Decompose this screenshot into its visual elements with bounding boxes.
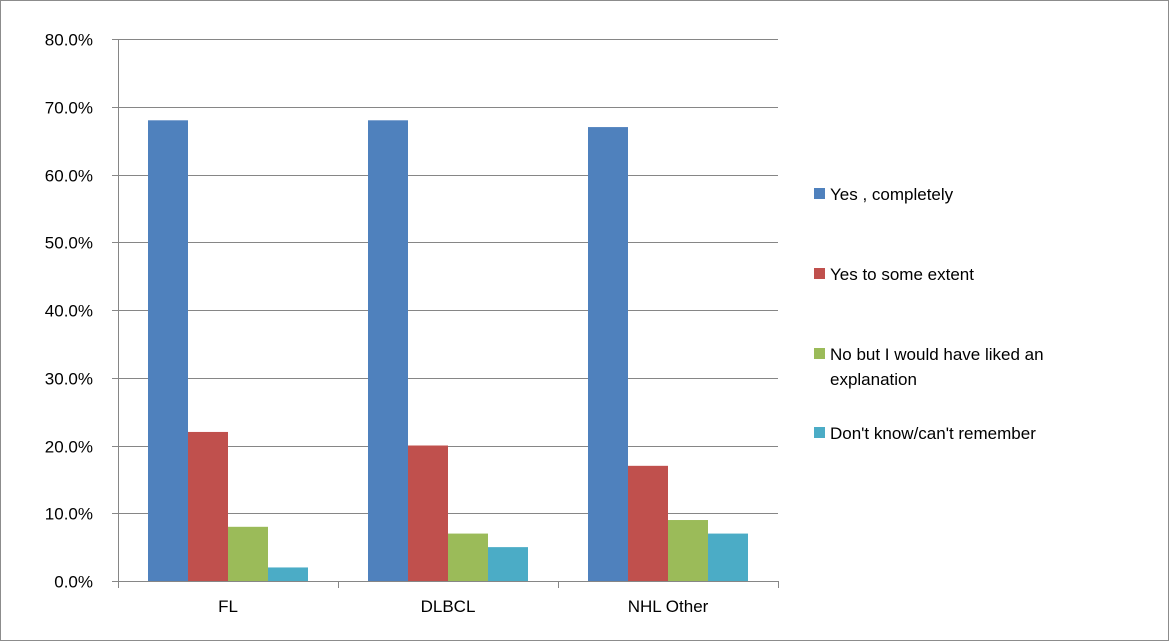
legend-swatch — [814, 348, 825, 359]
legend-label: Yes to some extent — [830, 265, 974, 284]
legend-swatch — [814, 427, 825, 438]
bar — [668, 520, 708, 581]
bar — [188, 431, 228, 581]
y-tick-label: 80.0% — [45, 31, 93, 50]
y-tick-label: 70.0% — [45, 99, 93, 118]
legend-label: No but I would have liked an — [830, 345, 1044, 364]
legend-label: Yes , completely — [830, 185, 954, 204]
x-tick-labels: FL DLBCL NHL Other — [218, 597, 709, 616]
legend: Yes , completely Yes to some extent No but… — [814, 185, 1044, 443]
bar — [408, 445, 448, 581]
y-tick-labels: 0.0% 10.0% 20.0% 30.0% 40.0% 50.0% 60.0% 70.0% 8… — [45, 31, 93, 592]
bar — [588, 127, 628, 581]
bar — [628, 465, 668, 581]
y-tick-label: 60.0% — [45, 167, 93, 186]
bar — [368, 120, 408, 582]
bar — [228, 526, 268, 581]
y-tick-label: 50.0% — [45, 234, 93, 253]
legend-label: Don't know/can't remember — [830, 424, 1036, 443]
x-tick-label: DLBCL — [421, 597, 476, 616]
bar — [708, 533, 748, 581]
legend-label: explanation — [830, 370, 917, 389]
y-tick-label: 0.0% — [54, 573, 93, 592]
bar — [148, 120, 188, 582]
legend-swatch — [814, 188, 825, 199]
x-tick-label: FL — [218, 597, 238, 616]
legend-swatch — [814, 268, 825, 279]
bars — [148, 120, 748, 582]
bar — [268, 567, 308, 581]
bar — [488, 547, 528, 581]
y-tick-label: 40.0% — [45, 302, 93, 321]
x-tick-label: NHL Other — [628, 597, 709, 616]
axes — [112, 39, 779, 588]
bar — [448, 533, 488, 581]
y-tick-label: 30.0% — [45, 370, 93, 389]
y-tick-label: 10.0% — [45, 505, 93, 524]
y-tick-label: 20.0% — [45, 438, 93, 457]
